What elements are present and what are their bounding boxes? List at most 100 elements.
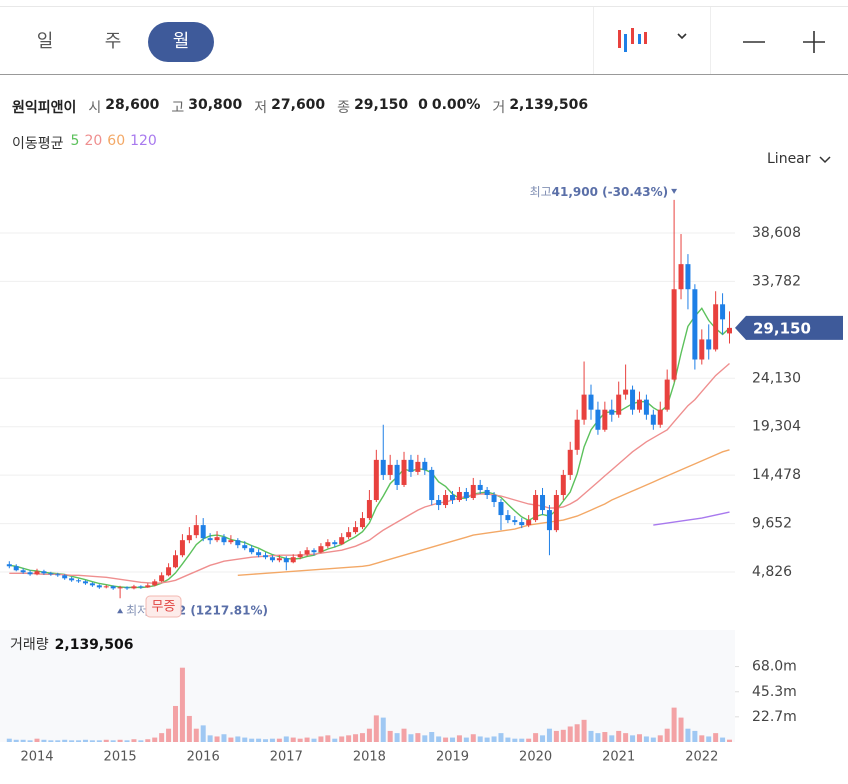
candle-body [145,585,151,588]
candle-body [429,469,435,501]
volume-bar [609,735,615,742]
volume-bar [69,740,75,742]
candle-body [332,542,338,545]
candle-body [138,586,144,588]
candle-body [706,339,712,350]
candle-body [325,542,331,547]
volume-bar [200,725,206,742]
volume-bar [436,736,442,742]
volume-bar [283,736,289,742]
candle-body [173,555,178,568]
volume-bar [179,667,185,742]
volume-title-label: 거래량 [10,637,49,653]
candle-body [609,409,615,415]
volume-bar [138,740,144,742]
x-tick-label: 2016 [187,750,220,765]
field-label: 저 [254,100,268,116]
volume-title: 거래량 2,139,506 [10,637,133,653]
candle-body [664,379,670,410]
volume-bar [353,734,359,742]
candle-body [436,500,442,506]
volume-bar [110,740,116,742]
volume-bar [685,728,691,742]
zoom-in[interactable] [800,28,830,56]
ma-line [9,307,730,589]
volume-bar [692,730,698,742]
candle-body [200,525,206,539]
x-tick-label: 2017 [270,750,303,765]
volume-bar [346,735,352,742]
volume-bar [131,739,137,742]
x-tick-label: 2020 [519,750,552,765]
candle-body [193,525,199,536]
candle-body [207,538,213,541]
icon-part [618,30,621,48]
candle-body [408,459,414,472]
volume-bar [373,715,379,742]
candle-body [304,550,310,555]
volume-bar [540,735,546,742]
ma-line [237,449,730,576]
high-value: 41,900 (-30.43%) [552,184,668,198]
volume-bar [332,738,338,742]
candle-body [567,449,573,475]
chart-type-button[interactable] [612,24,702,60]
period-tab[interactable]: 주 [104,31,122,52]
low-label: 최저 [126,603,148,617]
scale-toggle[interactable]: Linear [767,151,831,167]
period-tab[interactable]: 월 [148,22,214,62]
volume-bar [186,715,192,742]
candle-body [533,495,539,521]
volume-bar [553,730,559,742]
volume-bar [117,739,123,742]
volume-bar [20,739,26,742]
candle-body [290,557,296,563]
x-tick-label: 2015 [104,750,137,765]
high-marker [671,188,678,194]
volume-bar [214,736,220,742]
volume-bar [89,740,95,742]
candle-body [269,557,275,561]
candle-body [588,394,594,410]
volume-bar [6,738,12,742]
volume-bar [643,736,649,742]
ma-legend-item: 120 [130,133,157,149]
volume-bar [581,719,587,742]
volume-bar [263,739,269,742]
volume-bar [630,735,636,742]
candle-body [359,518,365,528]
ma-legend-item: 5 [70,133,80,149]
candle-body [249,548,255,553]
quote-info: 원익피앤이 시 28,600 고 30,800 저 27,600 종 29,150 0 0.00% 거… [12,97,588,117]
candle-body [422,461,428,470]
x-tick-label: 2022 [685,750,718,765]
volume-bar [242,737,248,742]
event-badge-label: 무증 [152,600,176,615]
candle-body [297,554,303,558]
zoom-out[interactable] [740,28,770,56]
volume-bar [387,730,393,742]
volume-bar [616,730,622,742]
candle-body [152,581,158,586]
volume-bar [152,737,158,742]
volume-bar [76,740,82,742]
volume-bar [623,733,629,742]
candle-body [574,419,580,450]
candle-body [41,571,47,574]
period-tab[interactable]: 일 [36,31,54,52]
candle-body [512,520,518,523]
candle-body [505,515,511,521]
candle-body [96,585,102,588]
candle-body [484,489,490,496]
volume-bar [228,737,234,742]
candle-body [48,573,54,575]
low-marker [117,608,124,614]
icon-part [644,32,647,44]
volume-bar [235,736,241,742]
candle-body [553,495,559,531]
x-tick-label: 2021 [602,750,635,765]
field-value: 0 [418,97,428,113]
volume-pane [0,630,735,742]
candle-body [228,540,234,543]
